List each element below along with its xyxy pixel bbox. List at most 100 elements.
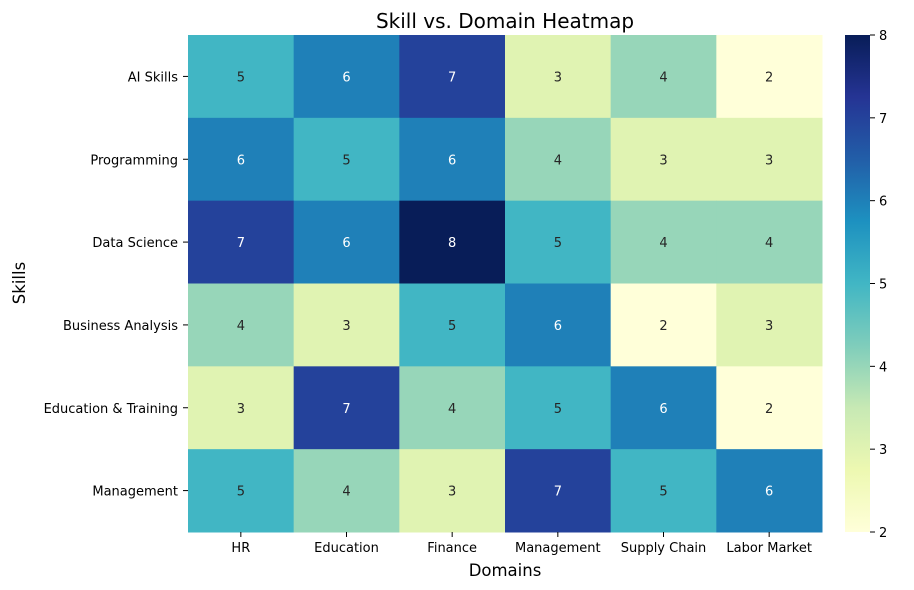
y-tick-label: Business Analysis bbox=[63, 319, 178, 334]
cell-value-label: 4 bbox=[765, 236, 773, 251]
colorbar: 2 3 4 5 6 7 8 bbox=[845, 29, 887, 541]
cell-value-label: 2 bbox=[659, 319, 667, 334]
cell-value-label: 6 bbox=[237, 153, 245, 168]
cell-value-label: 3 bbox=[659, 153, 667, 168]
colorbar-tick-label: 3 bbox=[879, 443, 887, 458]
cell-value-label: 4 bbox=[554, 153, 562, 168]
heatmap-cell bbox=[399, 117, 506, 202]
cell-value-label: 4 bbox=[659, 70, 667, 85]
heatmap-cell bbox=[188, 35, 295, 119]
y-tick-label: Data Science bbox=[92, 236, 178, 251]
x-tick-label: Education bbox=[314, 541, 379, 556]
heatmap-cell bbox=[293, 283, 400, 367]
heatmap-cell bbox=[399, 283, 506, 367]
heatmap-cell bbox=[505, 35, 612, 119]
colorbar-tick-label: 4 bbox=[879, 360, 887, 375]
cell-value-label: 3 bbox=[765, 153, 773, 168]
x-tick-label: Labor Market bbox=[726, 541, 812, 556]
heatmap-cell bbox=[610, 366, 717, 450]
cell-value-label: 6 bbox=[342, 236, 350, 251]
cell-value-label: 5 bbox=[237, 485, 245, 500]
cell-value-label: 2 bbox=[765, 70, 773, 85]
heatmap-cell bbox=[610, 449, 717, 533]
cell-value-label: 3 bbox=[342, 319, 350, 334]
cell-value-label: 8 bbox=[448, 236, 456, 251]
x-tick-labels: HR Education Finance Management Supply Chain… bbox=[231, 532, 812, 556]
cell-value-label: 3 bbox=[237, 402, 245, 417]
cell-value-label: 2 bbox=[765, 402, 773, 417]
heatmap-cell bbox=[399, 449, 506, 533]
cell-value-label: 7 bbox=[554, 485, 562, 500]
cell-value-label: 6 bbox=[448, 153, 456, 168]
cell-value-label: 3 bbox=[765, 319, 773, 334]
heatmap-cell bbox=[188, 449, 295, 533]
heatmap-cell bbox=[293, 449, 400, 533]
y-tick-label: AI Skills bbox=[128, 70, 178, 85]
heatmap-cell bbox=[399, 366, 506, 450]
colorbar-tick-label: 7 bbox=[879, 112, 887, 127]
heatmap-cell bbox=[610, 35, 717, 119]
heatmap-cell bbox=[716, 283, 823, 367]
cell-value-label: 6 bbox=[554, 319, 562, 334]
cell-value-label: 5 bbox=[237, 70, 245, 85]
x-tick-label: Finance bbox=[427, 541, 477, 556]
heatmap-cell bbox=[188, 366, 295, 450]
heatmap-cell bbox=[505, 200, 612, 284]
colorbar-tick-label: 6 bbox=[879, 195, 887, 210]
cell-value-label: 6 bbox=[342, 70, 350, 85]
heatmap-cell bbox=[293, 117, 400, 202]
y-tick-label: Management bbox=[92, 485, 178, 500]
cell-value-label: 4 bbox=[237, 319, 245, 334]
colorbar-tick-label: 5 bbox=[879, 278, 887, 293]
cell-value-label: 5 bbox=[554, 236, 562, 251]
cell-value-label: 5 bbox=[448, 319, 456, 334]
y-tick-label: Education & Training bbox=[44, 402, 178, 417]
cell-value-label: 6 bbox=[765, 485, 773, 500]
heatmap-cells: 5 6 7 3 4 2 6 5 6 4 3 3 7 6 8 5 4 4 4 3 5 6 2 3 3 7 4 5 6 2 5 4 3 7 5 6 bbox=[188, 35, 823, 533]
colorbar-tick-label: 2 bbox=[879, 526, 887, 541]
heatmap-cell bbox=[399, 35, 506, 119]
heatmap-cell bbox=[293, 366, 400, 450]
cell-value-label: 3 bbox=[554, 70, 562, 85]
heatmap-cell bbox=[610, 200, 717, 284]
heatmap-cell bbox=[293, 35, 400, 119]
heatmap-cell bbox=[505, 366, 612, 450]
y-tick-label: Programming bbox=[90, 153, 178, 168]
heatmap-cell bbox=[188, 283, 295, 367]
cell-value-label: 5 bbox=[342, 153, 350, 168]
cell-value-label: 3 bbox=[448, 485, 456, 500]
cell-value-label: 4 bbox=[659, 236, 667, 251]
cell-value-label: 6 bbox=[659, 402, 667, 417]
x-tick-label: Supply Chain bbox=[621, 541, 707, 556]
cell-value-label: 7 bbox=[237, 236, 245, 251]
heatmap-cell bbox=[188, 200, 295, 284]
heatmap-cell bbox=[610, 117, 717, 202]
cell-value-label: 7 bbox=[342, 402, 350, 417]
cell-value-label: 4 bbox=[448, 402, 456, 417]
x-tick-label: Management bbox=[515, 541, 601, 556]
y-axis-label: Skills bbox=[10, 262, 29, 304]
heatmap-cell bbox=[716, 117, 823, 202]
heatmap-cell bbox=[610, 283, 717, 367]
cell-value-label: 5 bbox=[554, 402, 562, 417]
cell-value-label: 7 bbox=[448, 70, 456, 85]
heatmap-cell bbox=[716, 366, 823, 450]
colorbar-tick-label: 8 bbox=[879, 29, 887, 44]
heatmap-cell bbox=[188, 117, 295, 202]
y-tick-labels: AI Skills Programming Data Science Business… bbox=[44, 70, 188, 500]
heatmap-cell bbox=[505, 449, 612, 533]
x-tick-label: HR bbox=[231, 541, 250, 556]
heatmap-cell bbox=[505, 283, 612, 367]
heatmap-cell bbox=[505, 117, 612, 202]
cell-value-label: 4 bbox=[342, 485, 350, 500]
x-axis-label: Domains bbox=[469, 561, 542, 580]
cell-value-label: 5 bbox=[659, 485, 667, 500]
heatmap-cell bbox=[716, 449, 823, 533]
heatmap-cell bbox=[716, 35, 823, 119]
chart-title: Skill vs. Domain Heatmap bbox=[376, 9, 634, 33]
heatmap-cell bbox=[716, 200, 823, 284]
heatmap-cell bbox=[399, 200, 506, 284]
heatmap-cell bbox=[293, 200, 400, 284]
colorbar-gradient bbox=[845, 35, 870, 532]
